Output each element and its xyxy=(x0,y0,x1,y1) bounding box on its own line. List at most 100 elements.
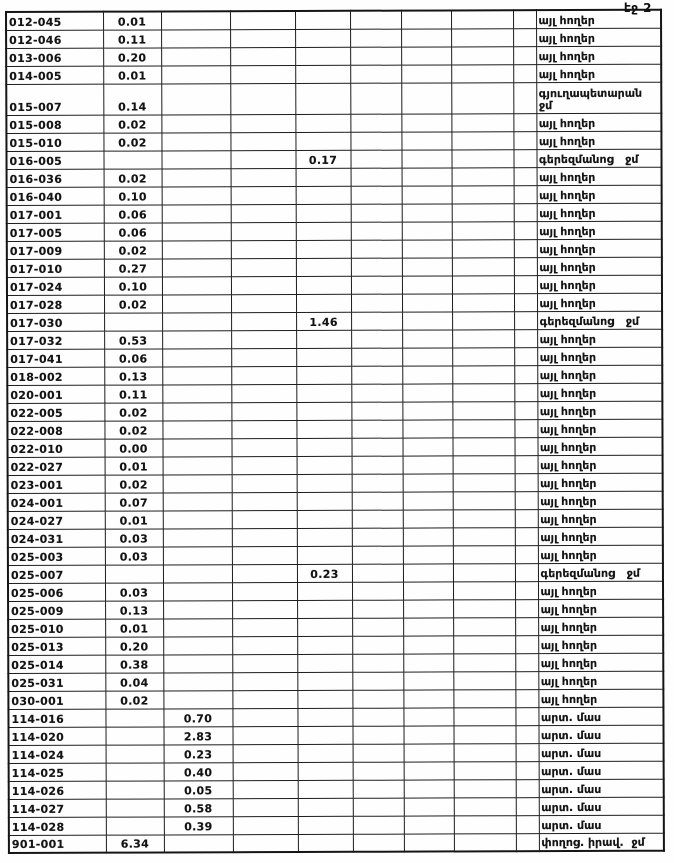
category-cell: այլ հողեր xyxy=(538,688,664,708)
parcel-code-cell: 030-001 xyxy=(8,690,106,709)
area-value-cell xyxy=(232,599,298,619)
area-value-cell xyxy=(513,275,537,294)
area-value-cell: 0.13 xyxy=(105,600,164,619)
area-value-cell xyxy=(230,257,296,277)
area-value-cell xyxy=(402,437,453,456)
area-value-cell xyxy=(350,185,402,204)
area-value-cell xyxy=(514,311,538,330)
area-value-cell: 0.00 xyxy=(104,438,163,457)
area-value-cell: 0.23 xyxy=(296,563,352,582)
area-value-cell xyxy=(295,203,351,222)
area-value-cell xyxy=(296,437,352,456)
area-value-cell xyxy=(296,473,352,492)
parcel-code-cell: 025-013 xyxy=(8,636,106,655)
area-value-cell xyxy=(352,653,404,672)
area-value-cell xyxy=(402,473,453,492)
area-value-cell xyxy=(402,329,453,348)
area-value-cell xyxy=(232,653,298,673)
area-value-cell xyxy=(451,28,514,47)
area-value-cell xyxy=(295,257,351,276)
area-value-cell: 0.02 xyxy=(103,294,163,313)
area-value-cell xyxy=(453,707,516,726)
area-value-cell xyxy=(350,28,402,47)
area-value-cell xyxy=(295,113,351,132)
category-cell: այլ հողեր xyxy=(536,274,662,294)
area-value-cell xyxy=(401,257,452,276)
parcel-code-cell: 017-005 xyxy=(6,222,104,241)
area-value-cell xyxy=(452,383,515,402)
area-value-cell xyxy=(513,293,538,312)
area-value-cell xyxy=(403,725,454,744)
area-value-cell xyxy=(350,64,402,83)
area-value-cell xyxy=(232,743,298,763)
area-value-cell xyxy=(453,815,516,834)
category-cell: գյուղապետարան ջմ xyxy=(536,81,662,114)
area-value-cell: 0.38 xyxy=(105,654,164,673)
category-cell: այլ հողեր xyxy=(536,45,662,65)
area-value-cell xyxy=(231,527,297,547)
area-value-cell xyxy=(451,64,514,83)
area-value-cell xyxy=(350,221,402,240)
area-value-cell xyxy=(232,617,298,637)
area-value-cell xyxy=(162,420,232,439)
area-value-cell xyxy=(232,815,298,835)
page-number-label: էջ 2 xyxy=(623,1,652,15)
parcel-code-cell: 018-002 xyxy=(7,366,105,385)
parcel-code-cell: 114-016 xyxy=(8,708,106,727)
area-value-cell xyxy=(163,600,233,619)
area-value-cell xyxy=(515,833,539,852)
table-row: 015-008 0.02 այլ հողեր xyxy=(6,112,662,133)
area-value-cell xyxy=(161,132,231,151)
area-value-cell xyxy=(402,509,453,528)
category-cell: այլ հողեր xyxy=(536,220,662,240)
area-value-cell xyxy=(513,149,537,168)
area-value-cell xyxy=(163,672,233,691)
category-cell: այլ հողեր xyxy=(538,616,664,636)
category-cell: արտ. մաս xyxy=(538,706,664,726)
area-value-cell: 0.20 xyxy=(103,47,162,66)
area-value-cell xyxy=(295,46,351,65)
area-value-cell xyxy=(352,725,404,744)
area-value-cell: 0.02 xyxy=(103,168,162,187)
parcel-code-cell: 017-010 xyxy=(6,258,104,277)
area-value-cell xyxy=(402,347,453,366)
area-value-cell: 0.06 xyxy=(103,222,162,241)
area-value-cell xyxy=(230,149,296,169)
area-value-cell xyxy=(351,311,403,330)
area-value-cell xyxy=(403,617,454,636)
area-value-cell: 0.10 xyxy=(103,186,162,205)
area-value-cell xyxy=(161,29,231,48)
area-value-cell xyxy=(296,491,352,510)
category-cell: այլ հողեր xyxy=(536,292,663,312)
area-value-cell xyxy=(513,28,537,47)
area-value-cell xyxy=(161,114,231,133)
area-value-cell: 0.10 xyxy=(103,276,162,295)
parcel-code-cell: 020-001 xyxy=(7,384,105,403)
area-value-cell xyxy=(452,509,515,528)
area-value-cell xyxy=(451,293,515,312)
area-value-cell xyxy=(162,438,232,457)
category-cell: այլ հողեր xyxy=(536,256,662,276)
area-value-cell xyxy=(295,28,351,47)
area-value-cell xyxy=(513,257,537,276)
area-value-cell xyxy=(231,329,297,349)
area-value-cell xyxy=(232,833,298,853)
area-value-cell xyxy=(351,473,403,492)
area-value-cell xyxy=(514,365,538,384)
area-value-cell xyxy=(451,275,514,294)
area-value-cell xyxy=(453,599,516,618)
area-value-cell xyxy=(296,383,352,402)
area-value-cell xyxy=(401,293,453,312)
area-value-cell xyxy=(297,707,353,726)
table-row: 022-008 0.02 այլ հողեր xyxy=(7,418,663,439)
table-row: 020-001 0.11 այլ հողեր xyxy=(7,382,663,403)
area-value-cell xyxy=(161,168,231,187)
area-value-cell xyxy=(453,671,516,690)
area-value-cell xyxy=(161,294,232,313)
parcel-code-cell: 016-005 xyxy=(6,150,104,169)
area-value-cell xyxy=(161,240,231,259)
area-value-cell xyxy=(232,635,298,655)
area-value-cell xyxy=(453,725,516,744)
table-row: 017-028 0.02 այլ հողեր xyxy=(6,292,663,313)
area-value-cell xyxy=(297,635,353,654)
